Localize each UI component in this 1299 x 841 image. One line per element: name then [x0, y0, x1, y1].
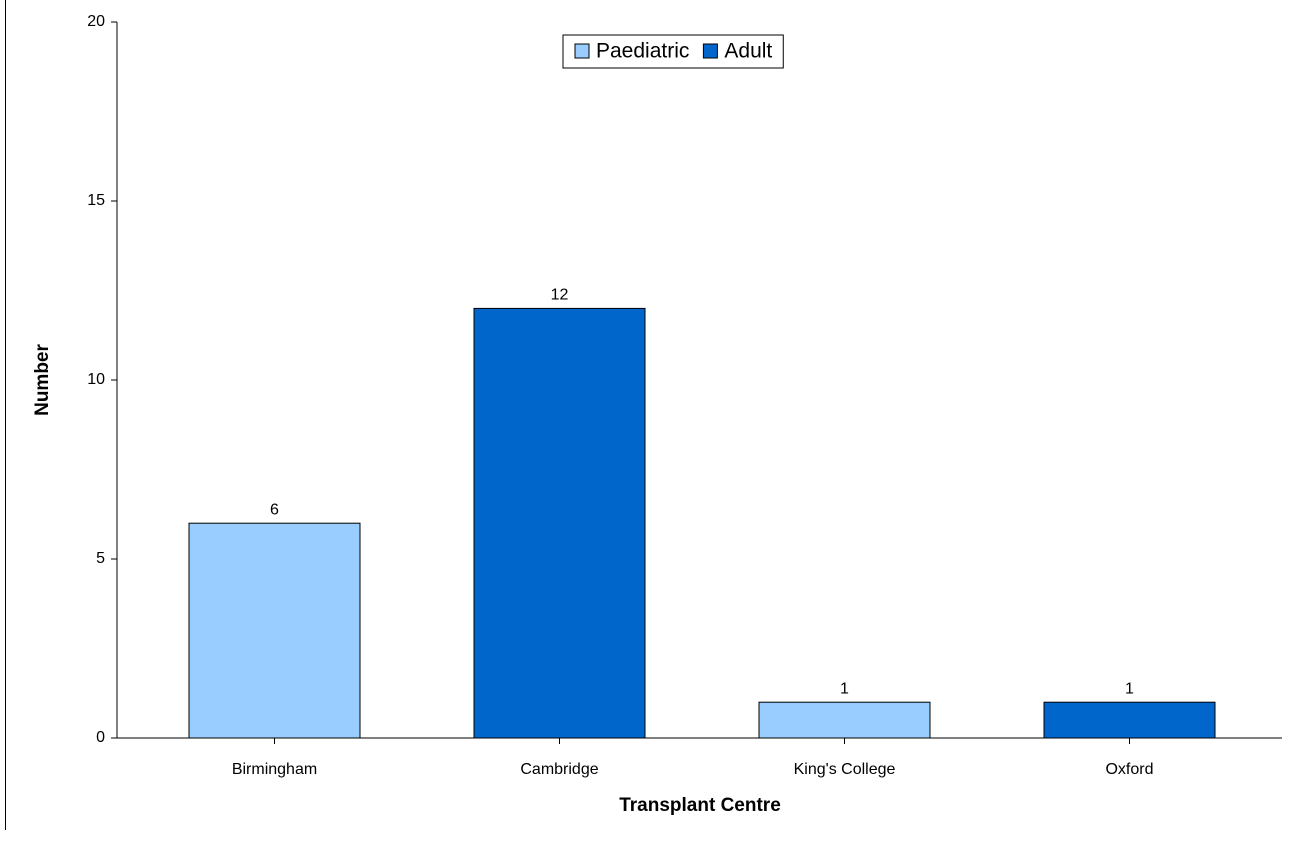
- y-tick-label: 5: [96, 550, 105, 567]
- x-axis-label: Transplant Centre: [619, 795, 781, 816]
- bar: [1043, 701, 1216, 739]
- y-tick-label: 20: [87, 13, 105, 30]
- data-label: 1: [1125, 680, 1134, 697]
- x-tick-label: Cambridge: [520, 761, 598, 778]
- legend-box: [562, 34, 784, 69]
- y-axis-label: Number: [32, 344, 53, 416]
- y-tick-label: 10: [87, 371, 105, 388]
- data-label: 6: [270, 501, 279, 518]
- bar: [758, 701, 931, 739]
- legend-swatch: [574, 43, 590, 59]
- bar: [473, 307, 646, 739]
- legend-label: Adult: [724, 40, 772, 63]
- y-tick-label: 0: [96, 729, 105, 746]
- x-tick-label: Oxford: [1105, 761, 1153, 778]
- legend-label: Paediatric: [596, 40, 689, 63]
- x-tick-label: Birmingham: [232, 761, 317, 778]
- data-label: 12: [551, 287, 569, 304]
- legend-swatch: [702, 43, 718, 59]
- x-tick-label: King's College: [794, 761, 896, 778]
- data-label: 1: [840, 680, 849, 697]
- y-tick-label: 15: [87, 192, 105, 209]
- bar: [188, 522, 361, 739]
